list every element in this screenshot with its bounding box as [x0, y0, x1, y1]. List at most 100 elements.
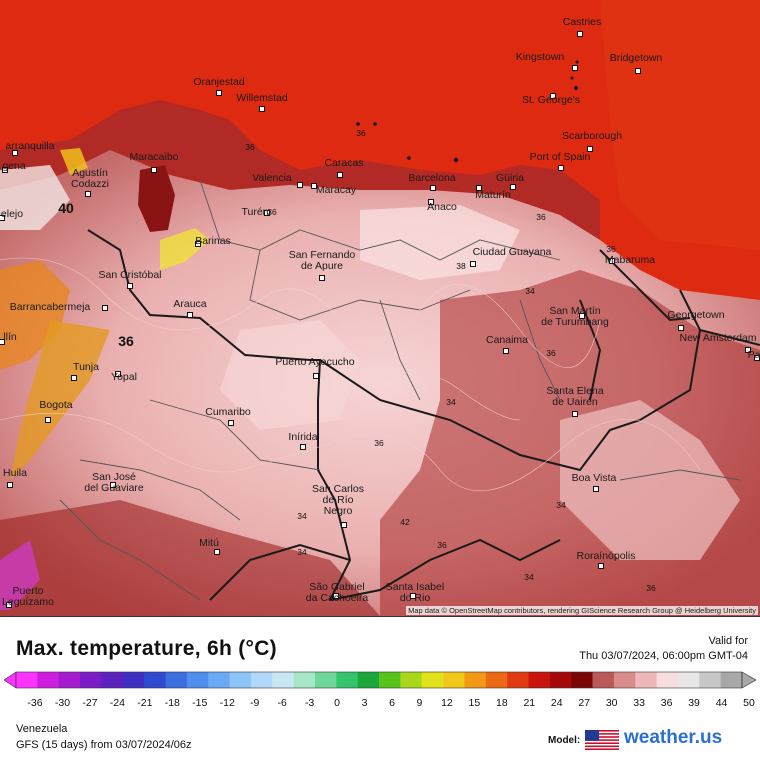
city-label: Bogota: [39, 398, 73, 411]
city-label: Port of Spain: [529, 150, 591, 163]
city-label: Caracas: [324, 156, 364, 169]
isotherm-label: 40: [58, 200, 74, 216]
isotherm-label: 36: [374, 438, 384, 448]
model-run: GFS (15 days) from 03/07/2024/06z: [16, 739, 192, 751]
city-label: San José del Guaviare: [84, 470, 144, 494]
colorbar-segment: [165, 672, 188, 688]
isotherm-lines: [0, 257, 701, 492]
colorbar-segment: [272, 672, 295, 688]
city-marker: [187, 312, 193, 318]
isotherm-label: 36: [606, 244, 616, 254]
isotherm-label: 34: [525, 286, 535, 296]
city-marker: [470, 261, 476, 267]
colorbar-min-arrow: [4, 671, 17, 689]
colorbar-tick-label: -15: [192, 697, 208, 709]
city-label: Maracay: [315, 183, 357, 196]
colorbar-tick-label: 12: [441, 697, 453, 709]
isotherm-label: 36: [267, 207, 277, 217]
city-marker: [264, 210, 270, 216]
city-marker: [2, 167, 8, 173]
city-marker: [127, 283, 133, 289]
isotherm-label: 36: [118, 333, 134, 349]
city-marker: [0, 215, 5, 221]
colorbar-segment: [186, 672, 209, 688]
colorbar: [4, 671, 756, 689]
valid-time: Thu 03/07/2024, 06:00pm GMT-04: [579, 650, 748, 662]
isotherm-label: 36: [437, 540, 447, 550]
colorbar-segment: [101, 672, 124, 688]
colorbar-tick-label: -18: [164, 697, 180, 709]
colorbar-tick-label: 9: [416, 697, 423, 709]
colorbar-ticks: -36 -30 -27 -24 -21 -18 -15 -12 -9 -6 -3 0 3 6 9 12 15 18…: [0, 697, 760, 711]
city-label: Güiria: [495, 171, 525, 184]
city-label: Santa Isabel do Rio: [385, 580, 445, 604]
colorbar-segment: [37, 672, 60, 688]
city-label: San Fernando de Apure: [288, 248, 356, 272]
city-label: Huila: [3, 466, 27, 479]
colorbar-segment: [720, 672, 743, 688]
isotherm-label: 42: [400, 517, 410, 527]
city-label: Maracaibo: [129, 150, 179, 163]
city-label: Valencia: [252, 171, 292, 184]
colorbar-segment: [357, 672, 380, 688]
colorbar-tick-label: -6: [277, 697, 287, 709]
colorbar-segment: [528, 672, 551, 688]
city-label: São Gabriel da Cachoeira: [305, 580, 369, 604]
colorbar-tick-label: 24: [550, 697, 563, 709]
city-label: llín: [3, 330, 17, 343]
city-marker: [510, 184, 516, 190]
city-marker: [311, 183, 317, 189]
city-marker: [12, 150, 18, 156]
city-label: Barcelona: [408, 171, 456, 184]
temperature-map[interactable]: [0, 0, 760, 616]
colorbar-tick-label: 18: [496, 697, 508, 709]
city-label: New Amsterdam: [679, 331, 757, 344]
city-label: Barinas: [195, 234, 231, 247]
colorbar-segment: [656, 672, 679, 688]
isotherm-label: 34: [297, 511, 307, 521]
colorbar-segment: [400, 672, 423, 688]
city-label: Boa Vista: [571, 471, 617, 484]
colorbar-segment: [58, 672, 81, 688]
colorbar-segment: [464, 672, 487, 688]
city-label: St. George's: [521, 93, 581, 106]
isotherm-label: 38: [456, 261, 466, 271]
city-marker: [333, 593, 339, 599]
city-label: Willemstad: [236, 91, 288, 104]
city-marker: [110, 482, 116, 488]
colorbar-tick-label: 36: [660, 697, 673, 709]
city-marker: [259, 106, 265, 112]
state-borders: [59, 179, 741, 601]
colorbar-segment: [549, 672, 572, 688]
city-label: Tunja: [73, 360, 99, 373]
colorbar-segment: [699, 672, 722, 688]
isotherm-label: 34: [524, 572, 534, 582]
city-marker: [319, 275, 325, 281]
city-label: Inírida: [288, 430, 318, 443]
city-marker: [6, 602, 12, 608]
isotherm-label: 34: [297, 547, 307, 557]
colorbar-segment: [507, 672, 529, 688]
colorbar-tick-label: 33: [633, 697, 645, 709]
city-marker: [572, 65, 578, 71]
map-attribution[interactable]: Map data © OpenStreetMap contributors, r…: [406, 606, 758, 615]
city-label: Puerto Ayacucho: [275, 355, 355, 368]
city-label: elejo: [0, 207, 24, 220]
city-marker: [341, 522, 347, 528]
city-label: Yopal: [111, 370, 137, 383]
isotherm-label: 36: [536, 212, 546, 222]
city-marker: [593, 486, 599, 492]
city-marker: [678, 325, 684, 331]
colorbar-segment: [314, 672, 337, 688]
isotherm-label: 36: [646, 583, 656, 593]
city-marker: [45, 417, 51, 423]
brand-logo[interactable]: weather.us: [624, 727, 723, 748]
city-label: Scarborough: [561, 129, 623, 142]
colorbar-segment: [571, 672, 594, 688]
colorbar-segment: [635, 672, 658, 688]
colorbar-tick-label: -30: [54, 697, 71, 709]
city-marker: [0, 339, 5, 345]
colorbar-tick-label: 30: [605, 697, 618, 709]
colorbar-segment: [613, 672, 636, 688]
map-panel[interactable]: Castries Kingstown Bridgetown Oranjestad Wil…: [0, 0, 760, 617]
